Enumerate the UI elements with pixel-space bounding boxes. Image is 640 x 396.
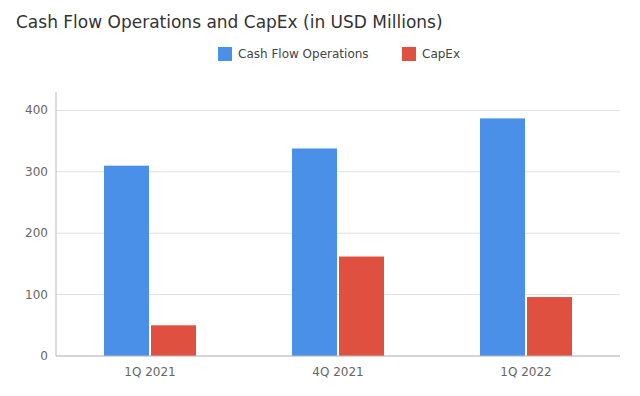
y-tick-label: 200 [25,226,48,240]
bar [292,148,337,356]
legend-label: Cash Flow Operations [238,47,369,61]
chart: Cash Flow Operations and CapEx (in USD M… [0,0,640,396]
bar [480,118,525,356]
x-tick-label: 1Q 2021 [124,365,175,379]
x-tick-label: 1Q 2022 [500,365,551,379]
title: Cash Flow Operations and CapEx (in USD M… [16,12,443,32]
y-tick-label: 100 [25,288,48,302]
x-axis-line [56,356,620,357]
bar [527,297,572,356]
x-tick-label: 4Q 2021 [312,365,363,379]
bar [339,257,384,356]
grid-line [56,110,620,111]
y-tick-label: 300 [25,165,48,179]
bar [151,325,196,356]
y-axis-line [56,92,57,356]
y-tick-label: 400 [25,103,48,117]
legend: Cash Flow Operations CapEx [218,47,460,61]
bar [104,166,149,356]
legend-swatch [218,47,232,61]
legend-swatch [402,47,416,61]
bars [104,118,572,356]
legend-label: CapEx [422,47,460,61]
grid-line [56,356,620,357]
y-tick-label: 0 [40,349,48,363]
